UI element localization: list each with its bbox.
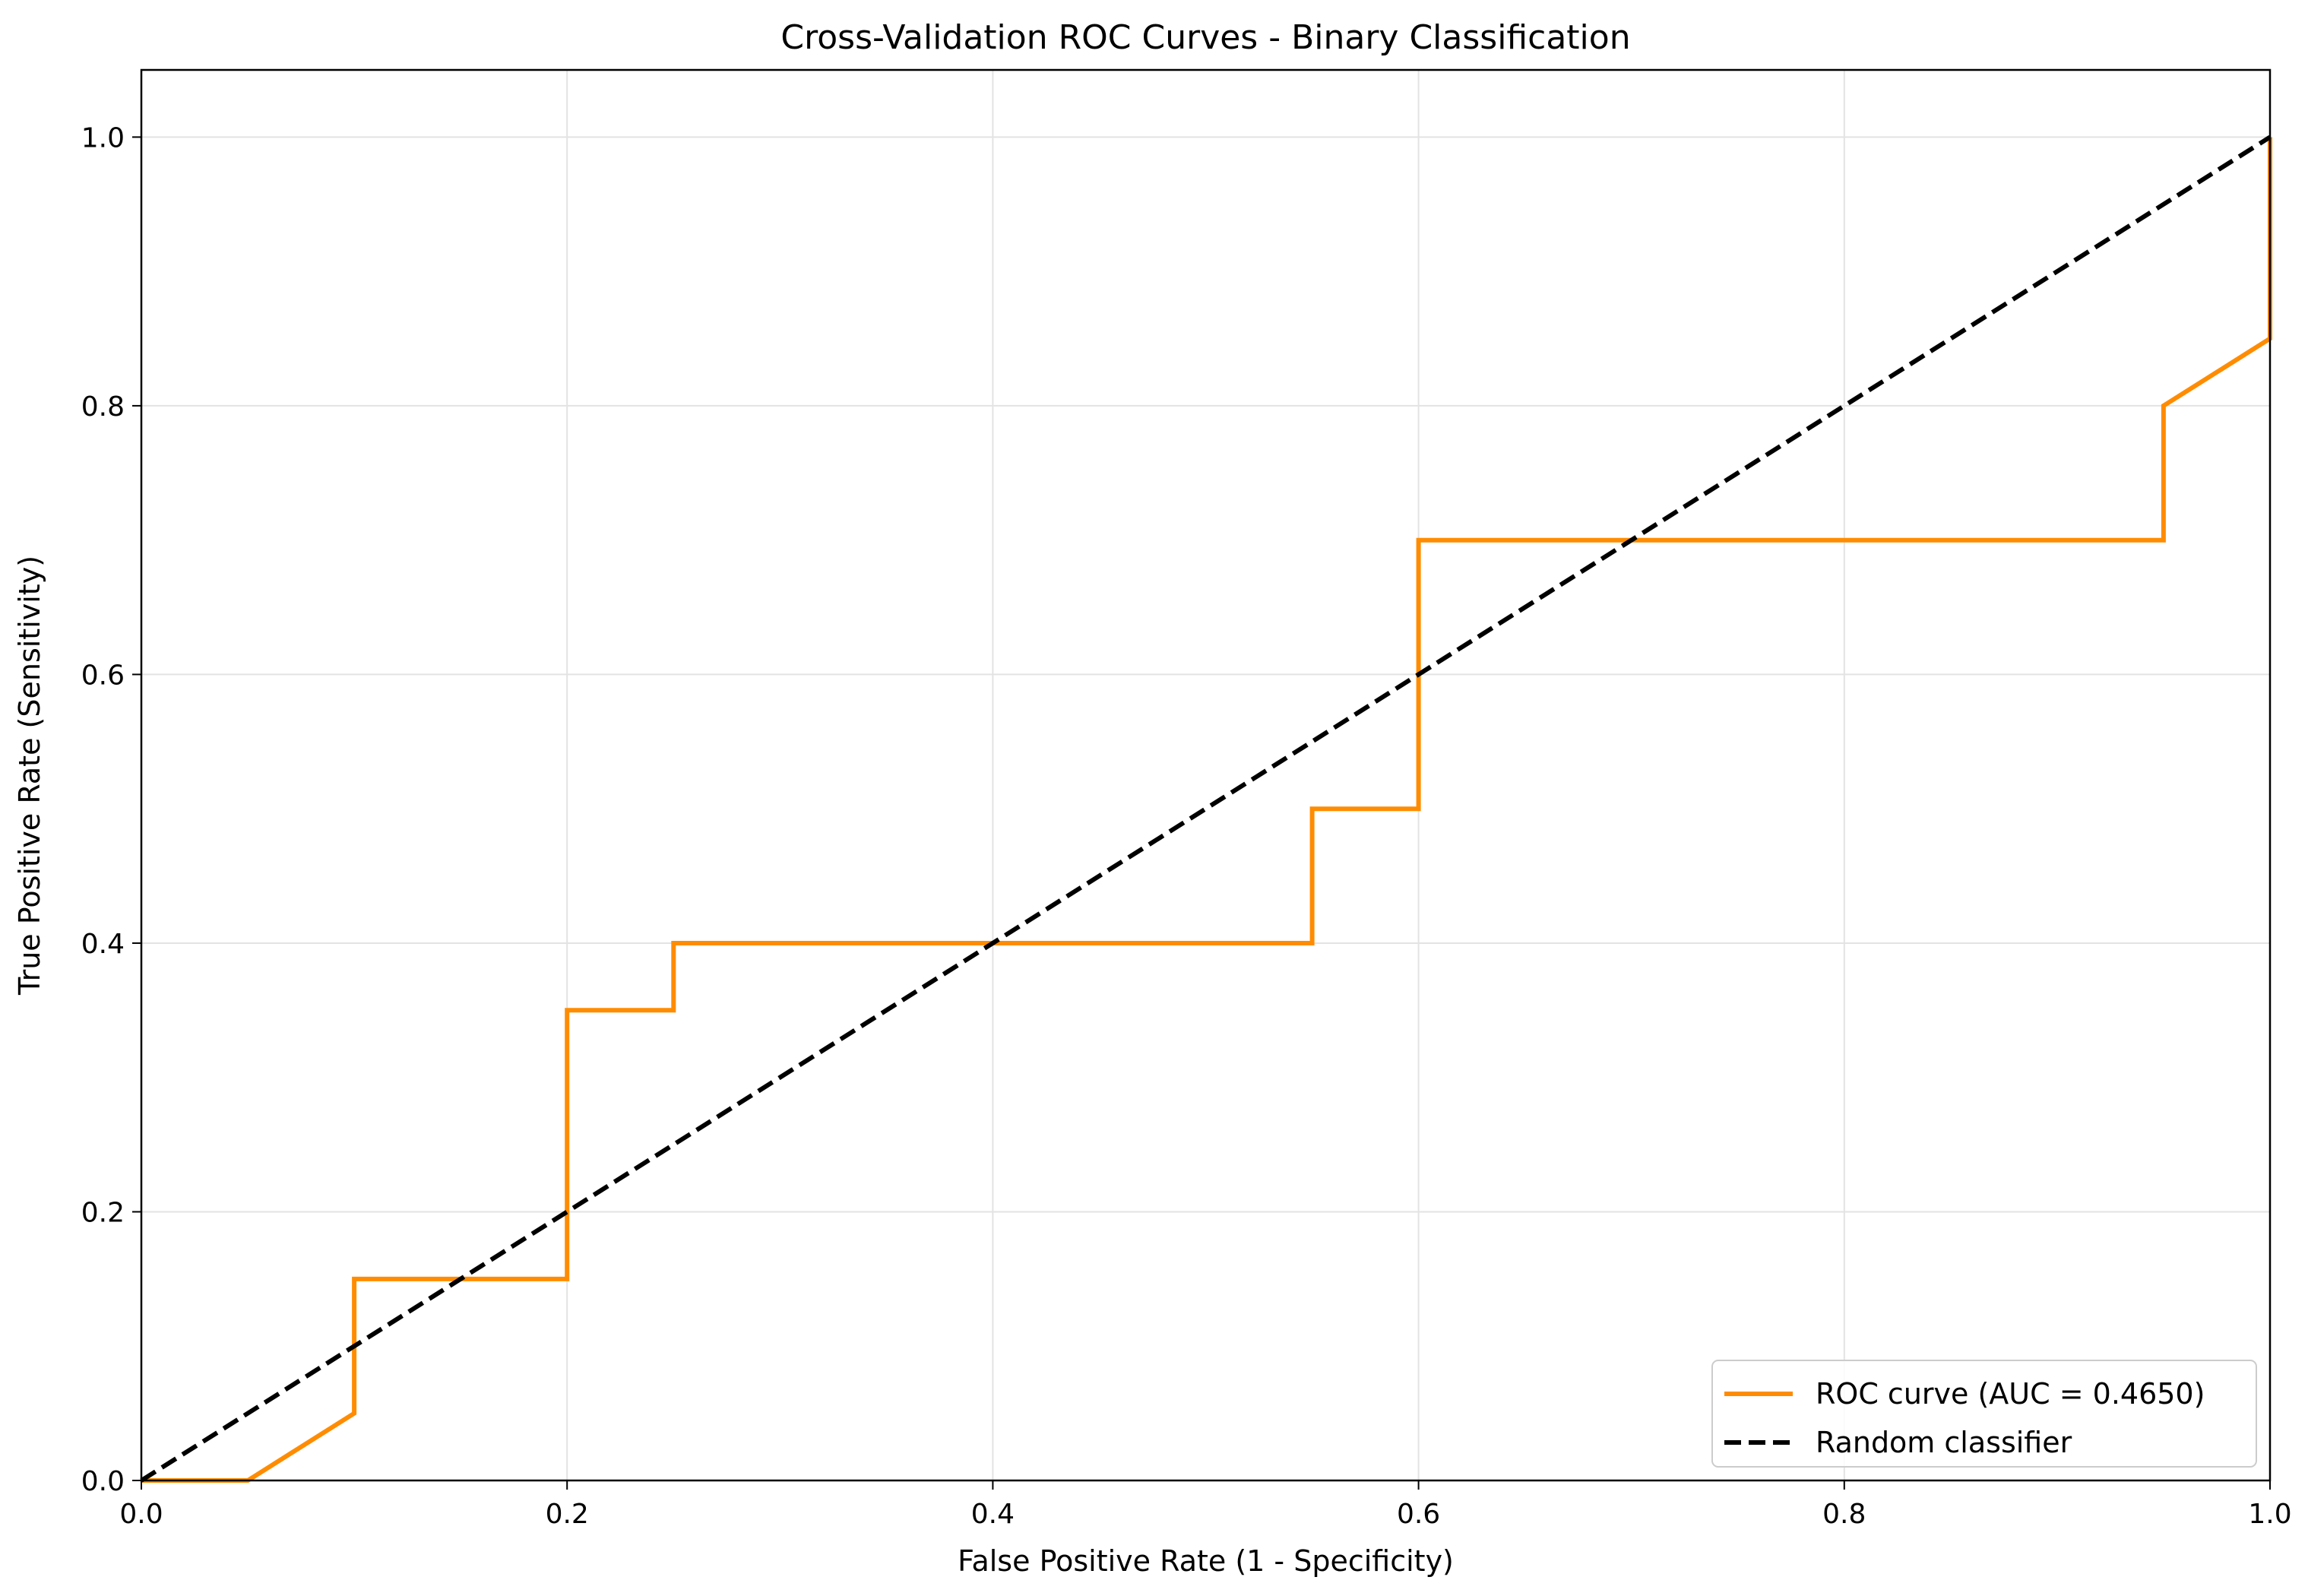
x-tick-label: 1.0 — [2248, 1499, 2291, 1530]
x-tick-label: 0.8 — [1822, 1499, 1866, 1530]
x-axis-label: False Positive Rate (1 - Specificity) — [958, 1544, 1454, 1578]
y-tick-label: 0.6 — [81, 660, 125, 691]
x-tick-label: 0.2 — [546, 1499, 589, 1530]
y-axis-label: True Positive Rate (Sensitivity) — [13, 556, 46, 996]
y-tick-label: 0.8 — [81, 391, 125, 423]
random-classifier-line — [140, 135, 2272, 1483]
series-layer — [140, 135, 2272, 1483]
y-tick-label: 1.0 — [81, 122, 125, 154]
x-tick-label: 0.6 — [1397, 1499, 1440, 1530]
y-tick-label: 0.4 — [81, 929, 125, 960]
plot-frame — [140, 68, 2272, 1482]
legend-box — [1711, 1360, 2257, 1468]
ticks: 0.0 0.2 0.4 0.6 0.8 1.0 0.0 0.2 0.4 0.6 0.8 1.0 — [81, 122, 2292, 1530]
x-tick-label: 0.4 — [971, 1499, 1015, 1530]
legend-roc-label: ROC curve (AUC = 0.4650) — [1816, 1377, 2205, 1411]
y-tick-label: 0.0 — [81, 1466, 125, 1497]
legend-random-label: Random classifier — [1816, 1426, 2072, 1459]
chart-title: Cross-Validation ROC Curves - Binary Cla… — [780, 18, 1630, 57]
legend: ROC curve (AUC = 0.4650) Random classifie… — [1711, 1360, 2257, 1468]
x-tick-label: 0.0 — [119, 1499, 163, 1530]
y-tick-label: 0.2 — [81, 1197, 125, 1228]
